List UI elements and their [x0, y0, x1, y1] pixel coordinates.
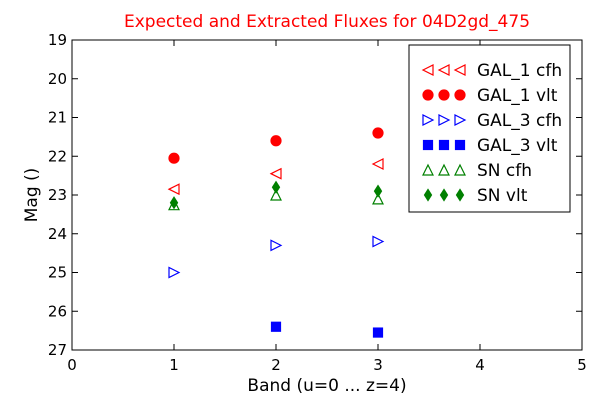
data-point — [270, 239, 283, 252]
y-tick-label: 25 — [48, 264, 67, 282]
x-tick-label: 4 — [475, 356, 485, 374]
data-point — [168, 266, 181, 279]
legend: GAL_1 cfh GAL_1 vlt GAL_3 cfh GAL_3 vlt SN c… — [408, 44, 571, 213]
legend-marker — [422, 89, 434, 101]
legend-marker — [421, 64, 434, 76]
legend-marker — [438, 163, 450, 176]
legend-box — [408, 44, 571, 213]
legend-label: GAL_1 vlt — [477, 86, 558, 106]
legend-label: SN cfh — [477, 161, 532, 181]
legend-marker — [454, 114, 467, 126]
data-point — [169, 196, 179, 210]
legend-marker — [438, 114, 451, 126]
data-point — [371, 158, 384, 170]
data-point — [372, 235, 385, 248]
x-tick-label: 0 — [67, 356, 77, 374]
data-point — [372, 327, 384, 338]
data-points — [167, 127, 385, 338]
y-tick-label: 26 — [48, 302, 67, 320]
data-point — [271, 180, 281, 194]
legend-marker — [422, 139, 434, 151]
y-tick-label: 20 — [48, 70, 67, 88]
legend-label: GAL_3 vlt — [477, 136, 558, 156]
legend-marker — [437, 64, 450, 76]
legend-marker — [453, 64, 466, 76]
data-point — [167, 183, 180, 196]
legend-marker — [423, 188, 433, 202]
chart-title: Expected and Extracted Fluxes for 04D2gd… — [124, 12, 530, 32]
legend-label: GAL_3 cfh — [477, 111, 562, 131]
data-point — [269, 167, 282, 180]
legend-label: GAL_1 cfh — [477, 61, 562, 81]
legend-label: SN vlt — [477, 186, 528, 206]
y-tick-label: 24 — [48, 225, 67, 243]
data-point — [270, 321, 282, 332]
x-tick-label: 5 — [577, 356, 587, 374]
data-point — [372, 127, 384, 139]
y-tick-label: 19 — [48, 31, 67, 49]
legend-marker — [454, 139, 466, 151]
x-tick-label: 1 — [169, 356, 179, 374]
data-point — [373, 184, 383, 198]
y-tick-label: 22 — [48, 147, 67, 165]
legend-marker — [454, 89, 466, 101]
legend-marker — [454, 163, 466, 176]
data-point — [270, 188, 282, 201]
x-axis-label: Band (u=0 ... z=4) — [247, 376, 406, 396]
data-point — [168, 152, 180, 164]
x-tick-label: 3 — [373, 356, 383, 374]
y-axis-label: Mag () — [22, 168, 42, 223]
data-point — [372, 192, 384, 205]
legend-marker — [438, 89, 450, 101]
x-tick-label: 2 — [271, 356, 281, 374]
y-tick-label: 21 — [48, 109, 67, 127]
legend-marker — [438, 139, 450, 151]
data-point — [270, 135, 282, 147]
legend-marker — [439, 188, 449, 202]
legend-marker — [422, 163, 434, 176]
legend-marker — [455, 188, 465, 202]
y-tick-label: 27 — [48, 341, 67, 359]
y-tick-label: 23 — [48, 186, 67, 204]
legend-marker — [422, 114, 435, 126]
